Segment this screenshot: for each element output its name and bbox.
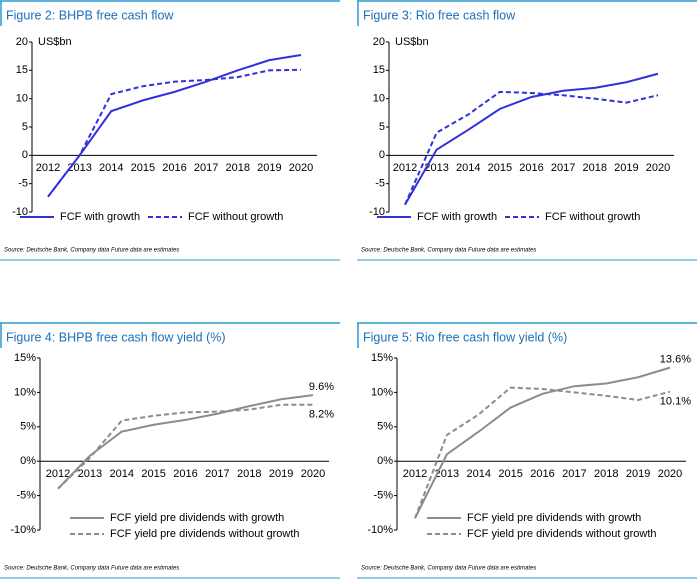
x-tick-label: 2019: [614, 162, 638, 174]
x-tick-label: 2012: [36, 162, 60, 174]
legend-label: FCF yield pre dividends with growth: [110, 512, 284, 524]
data-label: 10.1%: [660, 396, 691, 408]
x-tick-label: 2017: [551, 162, 575, 174]
x-tick-label: 2019: [269, 468, 293, 480]
chart-title: Figure 2: BHPB free cash flow: [6, 8, 174, 22]
y-tick-label: 0: [379, 149, 385, 161]
chart-panel: Figure 5: Rio free cash flow yield (%) So…: [357, 322, 697, 579]
x-tick-label: 2020: [289, 162, 313, 174]
x-tick-label: 2019: [626, 468, 650, 480]
y-tick-label: 5: [22, 121, 28, 133]
y-tick-label: 10: [373, 93, 385, 105]
legend-label: FCF without growth: [188, 211, 283, 223]
y-tick-label: -10%: [367, 524, 393, 536]
y-tick-label: -5: [375, 178, 385, 190]
x-tick-label: 2015: [498, 468, 522, 480]
source-note: Source: Deutsche Bank, Company data Futu…: [4, 566, 179, 572]
data-label: 8.2%: [309, 409, 334, 421]
x-tick-label: 2016: [519, 162, 543, 174]
x-tick-label: 2013: [78, 468, 102, 480]
legend-label: FCF without growth: [545, 211, 640, 223]
y-tick-label: 15%: [371, 352, 393, 364]
y-tick-label: -10: [12, 206, 28, 218]
x-tick-label: 2014: [99, 162, 123, 174]
y-tick-label: 10%: [14, 386, 36, 398]
source-note: Source: Deutsche Bank, Company data Futu…: [4, 248, 179, 254]
y-tick-label: 15%: [14, 352, 36, 364]
y-tick-label: 10%: [371, 386, 393, 398]
y-tick-label: 5%: [20, 421, 36, 433]
x-tick-label: 2016: [530, 468, 554, 480]
series-line: [47, 68, 302, 198]
y-tick-label: -5: [18, 178, 28, 190]
x-tick-label: 2017: [205, 468, 229, 480]
series-line: [414, 386, 671, 519]
x-tick-label: 2018: [226, 162, 250, 174]
x-tick-label: 2020: [646, 162, 670, 174]
y-tick-label: -10: [369, 206, 385, 218]
legend-label: FCF yield pre dividends with growth: [467, 512, 641, 524]
y-tick-label: -5%: [16, 490, 36, 502]
y-tick-label: 0%: [20, 455, 36, 467]
x-tick-label: 2013: [435, 468, 459, 480]
x-tick-label: 2014: [467, 468, 491, 480]
x-tick-label: 2016: [162, 162, 186, 174]
series-line: [57, 394, 314, 490]
legend-label: FCF yield pre dividends without growth: [110, 528, 300, 540]
x-tick-label: 2020: [658, 468, 682, 480]
data-label: 13.6%: [660, 354, 691, 366]
x-tick-label: 2017: [562, 468, 586, 480]
x-tick-label: 2015: [141, 468, 165, 480]
series-line: [47, 54, 302, 198]
x-tick-label: 2013: [67, 162, 91, 174]
y-tick-label: 5: [379, 121, 385, 133]
source-note: Source: Deutsche Bank, Company data Futu…: [361, 248, 536, 254]
x-tick-label: 2013: [424, 162, 448, 174]
chart-title: Figure 5: Rio free cash flow yield (%): [363, 330, 567, 344]
x-tick-label: 2014: [456, 162, 480, 174]
series-line: [404, 90, 659, 206]
legend-label: FCF yield pre dividends without growth: [467, 528, 657, 540]
x-tick-label: 2016: [173, 468, 197, 480]
y-tick-label: -10%: [10, 524, 36, 536]
x-tick-label: 2015: [131, 162, 155, 174]
series-line: [57, 403, 313, 490]
chart-panel: Figure 2: BHPB free cash flow Source: Deu…: [0, 0, 340, 261]
y-unit-label: US$bn: [395, 36, 429, 48]
chart-panel: Figure 3: Rio free cash flow Source: Deut…: [357, 0, 697, 261]
y-tick-label: 20: [373, 36, 385, 48]
y-unit-label: US$bn: [38, 36, 72, 48]
x-tick-label: 2012: [403, 468, 427, 480]
y-tick-label: 0: [22, 149, 28, 161]
y-tick-label: 10: [16, 93, 28, 105]
legend-label: FCF with growth: [417, 211, 497, 223]
y-tick-label: 15: [16, 64, 28, 76]
series-line: [404, 72, 659, 206]
y-tick-label: 0%: [377, 455, 393, 467]
source-note: Source: Deutsche Bank, Company data Futu…: [361, 566, 536, 572]
x-tick-label: 2017: [194, 162, 218, 174]
data-label: 9.6%: [309, 381, 334, 393]
chart-title: Figure 4: BHPB free cash flow yield (%): [6, 330, 226, 344]
x-tick-label: 2014: [110, 468, 134, 480]
x-tick-label: 2012: [393, 162, 417, 174]
chart-panel: Figure 4: BHPB free cash flow yield (%) S…: [0, 322, 340, 579]
y-tick-label: 5%: [377, 421, 393, 433]
legend-label: FCF with growth: [60, 211, 140, 223]
y-tick-label: 20: [16, 36, 28, 48]
x-tick-label: 2012: [46, 468, 70, 480]
x-tick-label: 2018: [594, 468, 618, 480]
x-tick-label: 2018: [583, 162, 607, 174]
series-line: [414, 366, 671, 519]
x-tick-label: 2019: [257, 162, 281, 174]
y-tick-label: 15: [373, 64, 385, 76]
x-tick-label: 2018: [237, 468, 261, 480]
y-tick-label: -5%: [373, 490, 393, 502]
chart-title: Figure 3: Rio free cash flow: [363, 8, 516, 22]
x-tick-label: 2015: [488, 162, 512, 174]
x-tick-label: 2020: [301, 468, 325, 480]
